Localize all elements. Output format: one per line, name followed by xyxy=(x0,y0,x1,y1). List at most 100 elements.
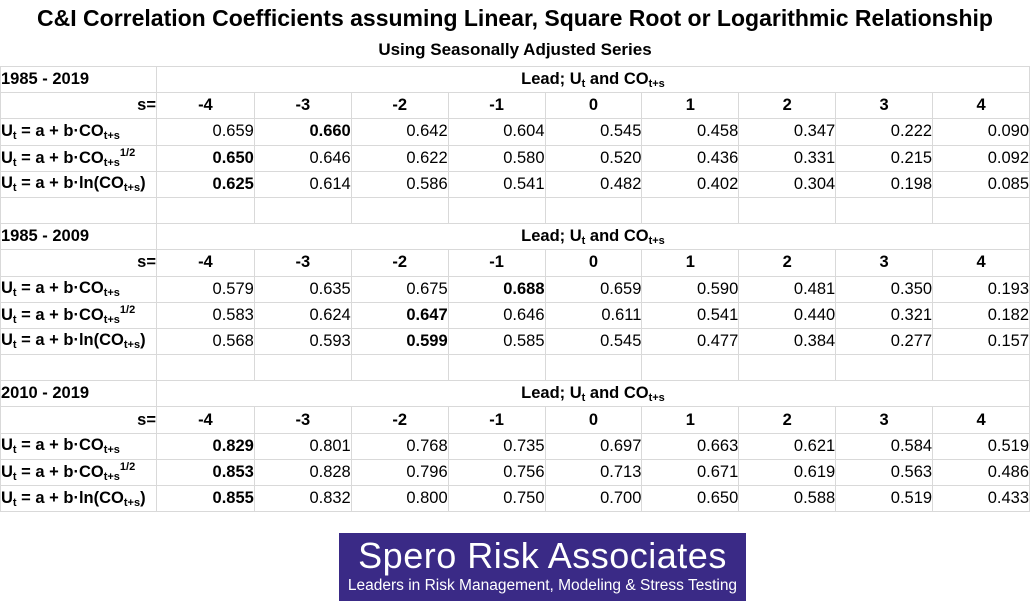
cell-value: 0.646 xyxy=(447,301,546,329)
cell-value: 0.590 xyxy=(641,275,740,303)
period-label: 2010 - 2019 xyxy=(0,380,157,408)
cell-value: 0.222 xyxy=(835,118,934,146)
cell-value: 0.585 xyxy=(447,327,546,356)
s-value: 0 xyxy=(544,92,643,120)
cell-value: 0.350 xyxy=(835,275,934,303)
subscript: t+s xyxy=(103,157,120,170)
cell-value: 0.085 xyxy=(932,170,1030,198)
s-value: -4 xyxy=(155,249,255,277)
lead-and: and CO xyxy=(585,226,649,245)
subscript: t xyxy=(581,391,586,404)
period-row: 1985 - 2009 Lead; Ut and COt+s xyxy=(0,223,1030,251)
cell-value: 0.545 xyxy=(544,327,643,356)
cell-value: 0.688 xyxy=(447,275,546,303)
cell-value: 0.588 xyxy=(738,484,837,513)
cell-value: 0.157 xyxy=(932,327,1030,356)
s-value: -1 xyxy=(447,249,546,277)
cell-value: 0.675 xyxy=(350,275,449,303)
cell-value: 0.486 xyxy=(932,458,1030,487)
cell-value: 0.663 xyxy=(641,432,740,460)
subscript: t xyxy=(581,234,586,247)
cell-value: 0.697 xyxy=(544,432,643,460)
period-row: 1985 - 2019 Lead; Ut and COt+s xyxy=(0,65,1030,94)
paren: ) xyxy=(140,488,146,507)
cell-value: 0.304 xyxy=(738,170,837,198)
empty-cell xyxy=(738,354,837,382)
cell-value: 0.660 xyxy=(253,118,352,146)
spacer-row xyxy=(0,196,1030,225)
cell-value: 0.520 xyxy=(544,144,643,172)
table-row: Ut = a + b·COt+s 0.579 0.635 0.675 0.688 0.65… xyxy=(0,275,1030,303)
cell-value: 0.182 xyxy=(932,301,1030,329)
superscript: 1/2 xyxy=(119,461,136,474)
equation: = a + b·CO xyxy=(16,149,104,168)
cell-value: 0.671 xyxy=(641,458,740,487)
cell-value: 0.756 xyxy=(447,458,546,487)
s-value: 3 xyxy=(835,406,934,434)
s-value: -3 xyxy=(253,92,352,120)
subscript: t xyxy=(12,444,17,457)
correlation-table: 1985 - 2019 Lead; Ut and COt+s s= -4 -3 -2 -1 0… xyxy=(0,65,1030,513)
s-value: 0 xyxy=(544,406,643,434)
subscript: t+s xyxy=(123,496,141,509)
s-value: -3 xyxy=(253,249,352,277)
cell-value: 0.541 xyxy=(641,301,740,329)
lead-and: and CO xyxy=(585,69,649,88)
cell-value: 0.750 xyxy=(447,484,546,513)
cell-value: 0.599 xyxy=(350,327,449,356)
spacer-row xyxy=(0,354,1030,382)
cell-value: 0.519 xyxy=(932,432,1030,460)
empty-cell xyxy=(641,196,740,225)
cell-value: 0.614 xyxy=(253,170,352,198)
s-value: -3 xyxy=(253,406,352,434)
empty-cell xyxy=(0,196,157,225)
equation: = a + b·CO xyxy=(16,463,104,482)
s-value: 4 xyxy=(932,249,1030,277)
cell-value: 0.458 xyxy=(641,118,740,146)
empty-cell xyxy=(932,354,1030,382)
logo-tagline: Leaders in Risk Management, Modeling & S… xyxy=(347,577,738,594)
subscript: t+s xyxy=(648,77,665,90)
s-value: -1 xyxy=(447,406,546,434)
s-value: -2 xyxy=(350,249,449,277)
subscript: t+s xyxy=(648,391,665,404)
cell-value: 0.604 xyxy=(447,118,546,146)
subscript: t xyxy=(12,496,17,509)
spero-logo: Spero Risk Associates Leaders in Risk Ma… xyxy=(339,533,746,601)
s-label: s= xyxy=(0,249,157,277)
cell-value: 0.092 xyxy=(932,144,1030,172)
empty-cell xyxy=(544,354,643,382)
cell-value: 0.198 xyxy=(835,170,934,198)
cell-value: 0.347 xyxy=(738,118,837,146)
cell-value: 0.583 xyxy=(155,301,255,329)
subscript: t+s xyxy=(123,339,141,352)
cell-value: 0.384 xyxy=(738,327,837,356)
table-row: Ut = a + b·COt+s 0.829 0.801 0.768 0.735 0.69… xyxy=(0,432,1030,460)
cell-value: 0.621 xyxy=(738,432,837,460)
model-label-sqrt: Ut = a + b·COt+s1/2 xyxy=(0,144,157,172)
cell-value: 0.659 xyxy=(544,275,643,303)
subscript: t xyxy=(12,314,17,327)
u-symbol: U xyxy=(1,174,13,193)
subscript: t+s xyxy=(103,444,120,457)
cell-value: 0.801 xyxy=(253,432,352,460)
equation: = a + b·CO xyxy=(16,279,104,298)
s-value: 2 xyxy=(738,406,837,434)
empty-cell xyxy=(835,354,934,382)
empty-cell xyxy=(350,354,449,382)
s-value: -2 xyxy=(350,406,449,434)
s-value: 1 xyxy=(641,249,740,277)
empty-cell xyxy=(932,196,1030,225)
equation: = a + b·ln(CO xyxy=(16,488,124,507)
cell-value: 0.090 xyxy=(932,118,1030,146)
u-symbol: U xyxy=(1,121,13,140)
cell-value: 0.855 xyxy=(155,484,255,513)
empty-cell xyxy=(447,196,546,225)
cell-value: 0.277 xyxy=(835,327,934,356)
model-label-log: Ut = a + b·ln(COt+s) xyxy=(0,327,157,356)
s-value: 2 xyxy=(738,92,837,120)
s-row: s= -4 -3 -2 -1 0 1 2 3 4 xyxy=(0,249,1030,277)
cell-value: 0.436 xyxy=(641,144,740,172)
subscript: t xyxy=(12,287,17,300)
empty-cell xyxy=(253,196,352,225)
